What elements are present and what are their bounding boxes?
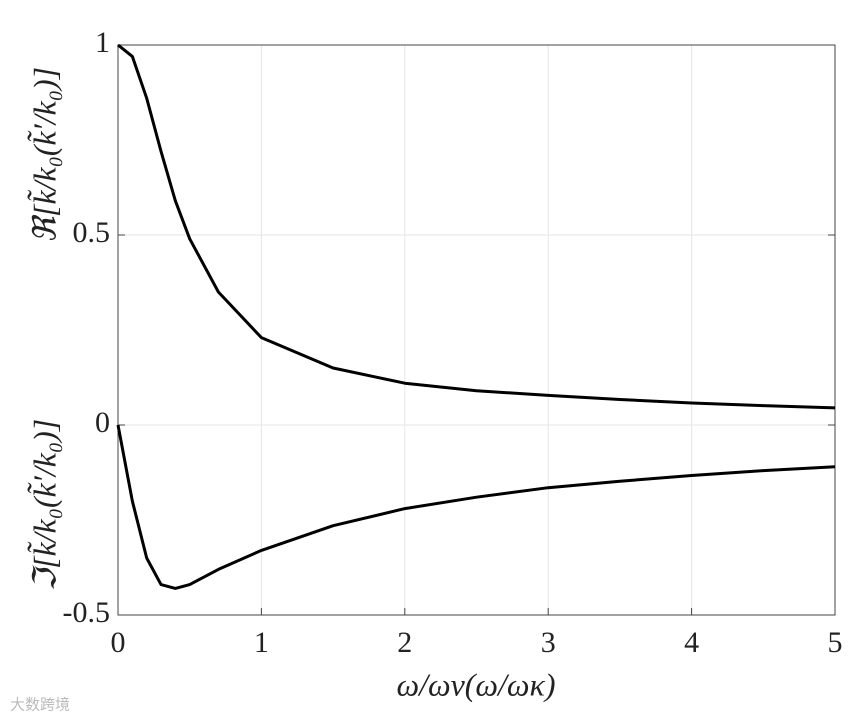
plot-frame bbox=[117, 44, 836, 616]
x-tick-label: 1 bbox=[254, 626, 269, 659]
y-axis-label: ℑ[k̃/k₀(k̃′/k₀)] bbox=[26, 419, 62, 591]
x-tick-label: 5 bbox=[828, 626, 843, 659]
x-tick-label: 2 bbox=[397, 626, 412, 659]
y-axis-label: ℜ[k̃/k₀(k̃′/k₀)] bbox=[26, 67, 62, 243]
x-tick-label: 0 bbox=[111, 626, 126, 659]
y-tick-label: 0 bbox=[95, 406, 110, 439]
line bbox=[116, 424, 836, 590]
y-tick-label: -0.5 bbox=[63, 596, 111, 629]
y-tick-label: 0.5 bbox=[73, 216, 111, 249]
x-tick-label: 3 bbox=[541, 626, 556, 659]
watermark: 大数跨境 bbox=[10, 696, 70, 714]
y-tick-label: 1 bbox=[95, 26, 110, 59]
x-axis-label: ω/ων(ω/ωκ) bbox=[396, 666, 555, 702]
line bbox=[117, 43, 836, 410]
x-tick-label: 4 bbox=[684, 626, 699, 659]
